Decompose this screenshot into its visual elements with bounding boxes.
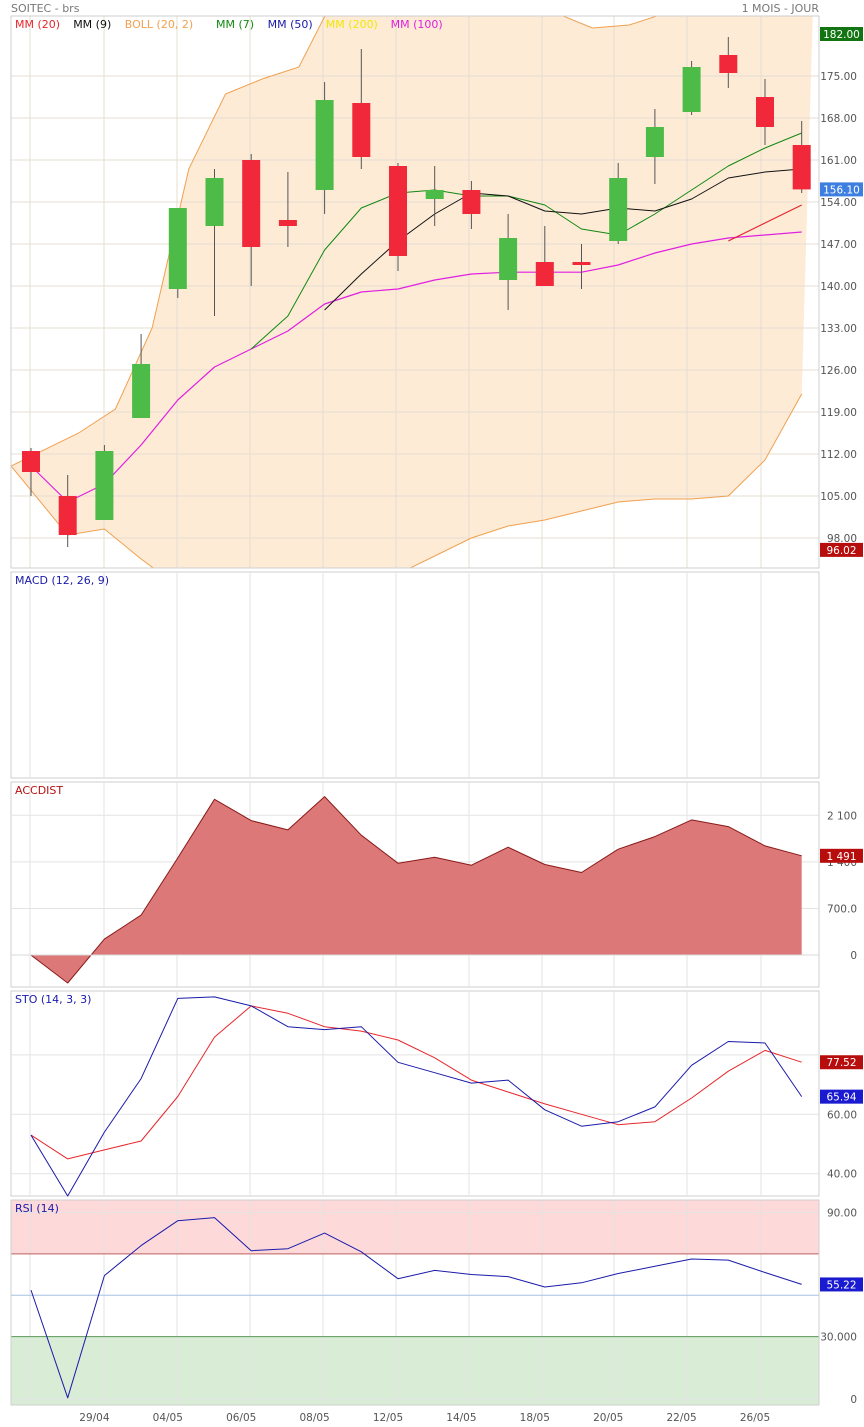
price-legend-4: MM (50) xyxy=(268,18,313,31)
sto-y-tick-label: 60.00 xyxy=(827,1109,857,1121)
price-y-tick-label: 112.00 xyxy=(820,449,857,461)
price-y-tick-label: 147.00 xyxy=(820,239,857,251)
x-tick-label: 22/05 xyxy=(666,1412,696,1424)
price-legend-6: MM (100) xyxy=(391,18,443,31)
price-plot xyxy=(11,16,819,568)
accdist-y-tick-label: 0 xyxy=(850,950,857,962)
rsi-overbought-zone xyxy=(11,1200,819,1254)
x-tick-label: 26/05 xyxy=(740,1412,770,1424)
rsi-y-tick-label: 30.000 xyxy=(820,1332,857,1344)
symbol-title: SOITEC - brs xyxy=(11,2,80,15)
period-selector[interactable]: 1 MOIS - JOUR xyxy=(741,2,819,15)
price-y-tick-label: 154.00 xyxy=(820,197,857,209)
sto-panel xyxy=(10,990,820,1197)
candle-body xyxy=(58,496,77,535)
candle-body xyxy=(609,178,628,241)
candle-body xyxy=(168,208,187,289)
mm7-line xyxy=(250,132,802,350)
accdist-line xyxy=(30,796,802,984)
macd-panel xyxy=(10,571,820,779)
price-y-tick-label: 175.00 xyxy=(820,71,857,83)
rsi-value-tag xyxy=(820,1277,863,1292)
mm100-line xyxy=(30,231,802,503)
candle-body xyxy=(792,145,811,190)
price-y-tick-label: 161.00 xyxy=(820,155,857,167)
price-y-tick-label: 140.00 xyxy=(820,281,857,293)
rsi-y-tick-label: 90.00 xyxy=(827,1207,857,1219)
candle-body xyxy=(95,451,114,520)
candle-body xyxy=(719,55,738,73)
accdist-y-tick-label: 2 100 xyxy=(827,810,857,822)
price-legend-1: MM (9) xyxy=(73,18,111,31)
sto-value-tag xyxy=(820,1089,863,1104)
rsi-legend-0: RSI (14) xyxy=(15,1202,59,1215)
rsi-y-tick-label: 0 xyxy=(850,1394,857,1406)
bollinger-lower-line xyxy=(11,393,803,568)
x-tick-label: 04/05 xyxy=(153,1412,183,1424)
accdist-y-tick-label: 700.0 xyxy=(827,903,857,915)
bollinger-band-area xyxy=(11,16,813,568)
price-value-label: 182.00 xyxy=(823,29,860,41)
sto-k-line xyxy=(30,996,803,1197)
price-legend-2: BOLL (20, 2) xyxy=(125,18,193,31)
rsi-value-label: 55.22 xyxy=(826,1279,856,1291)
price-legend-3: MM (7) xyxy=(216,18,254,31)
price-y-tick-label: 98.00 xyxy=(827,533,857,545)
sto-value-label: 65.94 xyxy=(826,1092,856,1104)
accdist-area xyxy=(31,796,802,983)
price-y-tick-label: 126.00 xyxy=(820,365,857,377)
x-tick-label: 12/05 xyxy=(373,1412,403,1424)
candle-body xyxy=(278,220,297,226)
x-tick-label: 14/05 xyxy=(446,1412,476,1424)
candle-body xyxy=(205,178,224,226)
x-tick-label: 06/05 xyxy=(226,1412,256,1424)
candle-body xyxy=(315,100,334,190)
candle-body xyxy=(756,97,774,127)
candle-body xyxy=(132,364,151,418)
candle-body xyxy=(572,262,591,265)
price-y-tick-label: 119.00 xyxy=(820,407,857,419)
mm20-line xyxy=(728,204,802,242)
candle-body xyxy=(425,190,444,199)
accdist-legend-0: ACCDIST xyxy=(15,784,63,797)
price-frame xyxy=(10,15,820,569)
price-y-tick-label: 133.00 xyxy=(820,323,857,335)
price-value-label: 96.02 xyxy=(826,545,856,557)
rsi-frame xyxy=(10,1199,820,1406)
sto-value-tag xyxy=(820,1055,863,1070)
price-value-label: 156.10 xyxy=(823,184,860,196)
price-y-tick-label: 105.00 xyxy=(820,491,857,503)
sto-value-label: 77.52 xyxy=(826,1057,856,1069)
price-value-tag xyxy=(820,27,863,41)
rsi-line xyxy=(30,1217,802,1399)
accdist-value-label: 1 491 xyxy=(826,851,856,863)
candle-body xyxy=(645,127,664,157)
sto-y-tick-label: 40.00 xyxy=(827,1169,857,1181)
rsi-oversold-zone xyxy=(11,1336,819,1405)
candle-body xyxy=(462,190,481,214)
candle-body xyxy=(22,451,40,472)
price-value-tag xyxy=(820,542,863,557)
x-tick-label: 18/05 xyxy=(520,1412,550,1424)
price-value-tag xyxy=(820,182,863,197)
x-tick-label: 20/05 xyxy=(593,1412,623,1424)
candle-body xyxy=(535,262,554,286)
candle-body xyxy=(242,160,261,247)
candle-body xyxy=(499,238,518,280)
price-y-tick-label: 168.00 xyxy=(820,113,857,125)
x-tick-label: 08/05 xyxy=(299,1412,329,1424)
price-legend-5: MM (200) xyxy=(326,18,378,31)
macd-legend-0: MACD (12, 26, 9) xyxy=(15,574,109,587)
price-legend-0: MM (20) xyxy=(15,18,60,31)
candle-body xyxy=(389,166,407,256)
sto-legend-0: STO (14, 3, 3) xyxy=(15,993,91,1006)
x-tick-label: 29/04 xyxy=(79,1412,110,1424)
candle-body xyxy=(682,67,701,112)
candle-body xyxy=(352,103,371,157)
accdist-value-tag xyxy=(820,848,863,863)
sto-signal-line xyxy=(30,1005,802,1160)
